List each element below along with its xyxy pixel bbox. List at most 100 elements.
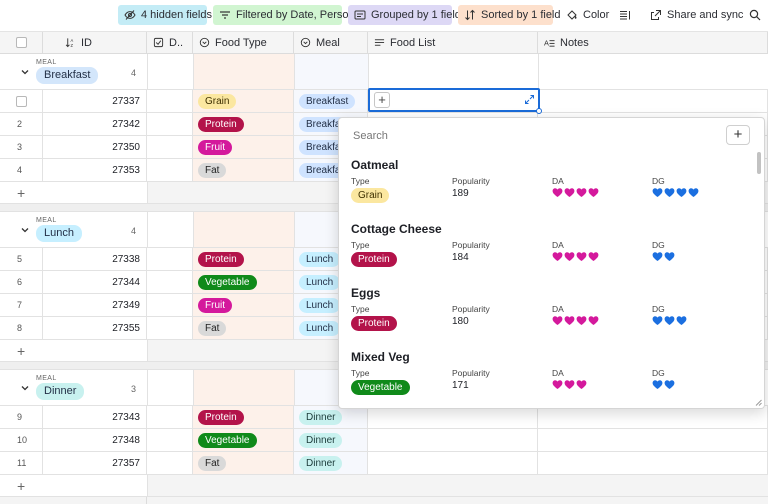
column-header-notes[interactable]: A Notes bbox=[538, 32, 768, 54]
group-button[interactable]: Grouped by 1 field bbox=[348, 5, 461, 25]
cell-date[interactable] bbox=[147, 90, 193, 113]
cell-num[interactable]: 2 bbox=[0, 113, 43, 136]
cell-id[interactable]: 27350 bbox=[43, 136, 147, 159]
cell-type[interactable]: Fruit bbox=[193, 136, 294, 159]
cell-notes[interactable] bbox=[538, 452, 768, 475]
cell-id[interactable]: 27353 bbox=[43, 159, 147, 182]
heart-icon bbox=[688, 188, 699, 197]
cell-id[interactable]: 27337 bbox=[43, 90, 147, 113]
cell-num[interactable]: 3 bbox=[0, 136, 43, 159]
cell-meal[interactable]: Dinner bbox=[294, 429, 368, 452]
cell-type[interactable]: Vegetable bbox=[193, 429, 294, 452]
collapse-group-toggle[interactable] bbox=[20, 225, 30, 235]
fill-handle[interactable] bbox=[536, 108, 542, 114]
cell-num[interactable]: 7 bbox=[0, 294, 43, 317]
cell-date[interactable] bbox=[147, 294, 193, 317]
cell-num[interactable]: 10 bbox=[0, 429, 43, 452]
sort-button[interactable]: Sorted by 1 field bbox=[458, 5, 561, 25]
cell-id[interactable]: 27338 bbox=[43, 248, 147, 271]
checkbox-field-icon bbox=[153, 37, 164, 48]
record-option[interactable]: Oatmeal Type Popularity DA DG Grain 189 bbox=[339, 158, 749, 222]
cell-type[interactable]: Fat bbox=[193, 317, 294, 340]
cell-type[interactable]: Vegetable bbox=[193, 271, 294, 294]
record-search-input[interactable] bbox=[351, 126, 651, 146]
cell-num[interactable] bbox=[0, 90, 43, 113]
cell-num[interactable]: 9 bbox=[0, 406, 43, 429]
cell-meal[interactable]: Dinner bbox=[294, 406, 368, 429]
cell-date[interactable] bbox=[147, 113, 193, 136]
single-select-icon bbox=[199, 37, 210, 48]
cell-id[interactable]: 27357 bbox=[43, 452, 147, 475]
cell-type[interactable]: Fruit bbox=[193, 294, 294, 317]
group-header[interactable]: MEAL Breakfast 4 bbox=[0, 54, 768, 90]
cell-num[interactable]: 5 bbox=[0, 248, 43, 271]
hidden-fields-button[interactable]: 4 hidden fields bbox=[118, 5, 212, 25]
add-record-button[interactable]: + bbox=[0, 475, 147, 497]
cell-date[interactable] bbox=[147, 452, 193, 475]
add-record-button[interactable]: + bbox=[0, 182, 147, 204]
row-height-button[interactable] bbox=[615, 5, 637, 25]
cell-notes[interactable] bbox=[538, 429, 768, 452]
add-record-button[interactable]: + bbox=[0, 340, 147, 362]
cell-type[interactable]: Protein bbox=[193, 248, 294, 271]
search-button[interactable] bbox=[745, 5, 765, 25]
cell-num[interactable]: 8 bbox=[0, 317, 43, 340]
cell-num[interactable]: 11 bbox=[0, 452, 43, 475]
resize-grip-icon[interactable] bbox=[755, 399, 762, 406]
cell-type[interactable]: Grain bbox=[193, 90, 294, 113]
record-option[interactable]: Cottage Cheese Type Popularity DA DG Protein 1… bbox=[339, 222, 749, 286]
row-number: 9 bbox=[17, 412, 23, 422]
cell-notes[interactable] bbox=[538, 406, 768, 429]
record-name: Mixed Veg bbox=[351, 350, 410, 364]
cell-type[interactable]: Protein bbox=[193, 113, 294, 136]
select-all-checkbox[interactable] bbox=[16, 37, 27, 48]
record-option[interactable]: Eggs Type Popularity DA DG Protein 180 bbox=[339, 286, 749, 350]
cell-id[interactable]: 27348 bbox=[43, 429, 147, 452]
cell-id[interactable]: 27355 bbox=[43, 317, 147, 340]
cell-notes[interactable] bbox=[538, 90, 768, 113]
cell-date[interactable] bbox=[147, 406, 193, 429]
column-header-food-list[interactable]: Food List bbox=[368, 32, 538, 54]
create-record-button[interactable]: + bbox=[726, 125, 750, 145]
column-header-meal[interactable]: Meal bbox=[294, 32, 368, 54]
cell-date[interactable] bbox=[147, 136, 193, 159]
share-icon bbox=[651, 10, 661, 20]
cell-id[interactable]: 27342 bbox=[43, 113, 147, 136]
grid-empty-area bbox=[0, 497, 768, 504]
share-sync-button[interactable]: Share and sync bbox=[644, 5, 743, 25]
column-header-date[interactable]: D.. bbox=[147, 32, 193, 54]
cell-num[interactable]: 4 bbox=[0, 159, 43, 182]
group-header-cell bbox=[193, 212, 294, 247]
filter-button[interactable]: Filtered by Date, Person bbox=[213, 5, 355, 25]
cell-list[interactable] bbox=[368, 429, 538, 452]
row-number: 10 bbox=[17, 435, 28, 445]
expand-icon[interactable] bbox=[524, 94, 535, 105]
cell-id[interactable]: 27343 bbox=[43, 406, 147, 429]
cell-date[interactable] bbox=[147, 271, 193, 294]
cell-list[interactable] bbox=[368, 452, 538, 475]
record-option[interactable]: Mixed Veg Type Popularity DA DG Vegetable 171 bbox=[339, 350, 749, 408]
add-linked-record-button[interactable]: + bbox=[374, 92, 390, 108]
picker-scrollbar[interactable] bbox=[757, 152, 761, 174]
cell-date[interactable] bbox=[147, 429, 193, 452]
cell-id[interactable]: 27349 bbox=[43, 294, 147, 317]
cell-date[interactable] bbox=[147, 317, 193, 340]
collapse-group-toggle[interactable] bbox=[20, 67, 30, 77]
cell-type[interactable]: Fat bbox=[193, 452, 294, 475]
meal-pill: Lunch bbox=[299, 274, 341, 290]
cell-id[interactable]: 27344 bbox=[43, 271, 147, 294]
color-button[interactable]: Color bbox=[560, 5, 610, 25]
collapse-group-toggle[interactable] bbox=[20, 383, 30, 393]
column-header-food-type[interactable]: Food Type bbox=[193, 32, 294, 54]
cell-date[interactable] bbox=[147, 248, 193, 271]
cell-meal[interactable]: Breakfast bbox=[294, 90, 368, 113]
cell-num[interactable]: 6 bbox=[0, 271, 43, 294]
row-checkbox[interactable] bbox=[16, 95, 27, 107]
food-list-active-cell[interactable]: + bbox=[368, 88, 540, 112]
cell-type[interactable]: Protein bbox=[193, 406, 294, 429]
cell-type[interactable]: Fat bbox=[193, 159, 294, 182]
cell-list[interactable] bbox=[368, 406, 538, 429]
cell-date[interactable] bbox=[147, 159, 193, 182]
cell-meal[interactable]: Dinner bbox=[294, 452, 368, 475]
